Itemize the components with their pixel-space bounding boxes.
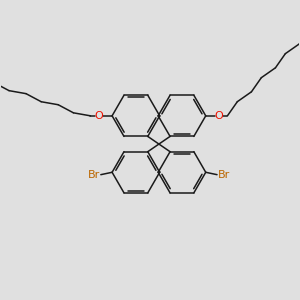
Text: Br: Br xyxy=(218,170,230,180)
Text: Br: Br xyxy=(88,170,100,180)
Text: O: O xyxy=(214,111,223,121)
Text: O: O xyxy=(95,111,103,121)
